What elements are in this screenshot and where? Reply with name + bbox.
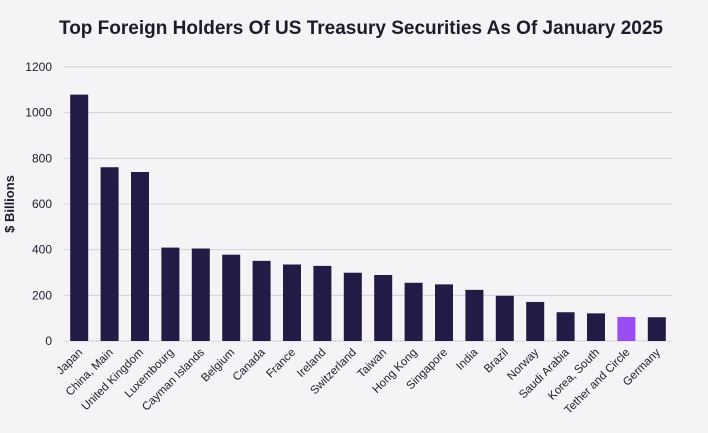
bar — [222, 254, 241, 341]
bar — [495, 295, 514, 341]
bar — [131, 172, 149, 341]
x-tick-label: France — [264, 347, 298, 381]
bar — [556, 312, 575, 341]
y-axis-label: $ Billions — [2, 175, 17, 233]
bar — [252, 260, 271, 341]
bar — [191, 248, 210, 341]
y-tick-label: 0 — [45, 334, 52, 348]
x-tick-label: Belgium — [199, 347, 237, 385]
y-tick-label: 1000 — [25, 106, 52, 120]
x-tick-label: Canada — [231, 346, 268, 383]
bar — [465, 289, 484, 341]
y-tick-label: 1200 — [25, 60, 52, 74]
bar — [647, 317, 666, 341]
x-tick-label: Brazil — [482, 347, 511, 376]
y-tick-label: 400 — [32, 243, 52, 257]
bar — [161, 247, 180, 341]
bar — [283, 264, 301, 341]
bar — [343, 272, 362, 341]
bar — [404, 282, 423, 341]
y-tick-label: 200 — [32, 288, 52, 302]
bar — [313, 265, 332, 341]
x-tick-label: India — [454, 346, 481, 373]
bar — [526, 301, 545, 341]
bar — [587, 313, 605, 341]
bar — [617, 317, 636, 341]
bar — [435, 284, 453, 341]
chart-title: Top Foreign Holders Of US Treasury Secur… — [59, 18, 663, 39]
bar — [70, 94, 89, 342]
bar — [100, 167, 119, 341]
bar — [374, 275, 393, 341]
y-tick-label: 800 — [32, 151, 52, 165]
y-tick-label: 600 — [32, 197, 52, 211]
